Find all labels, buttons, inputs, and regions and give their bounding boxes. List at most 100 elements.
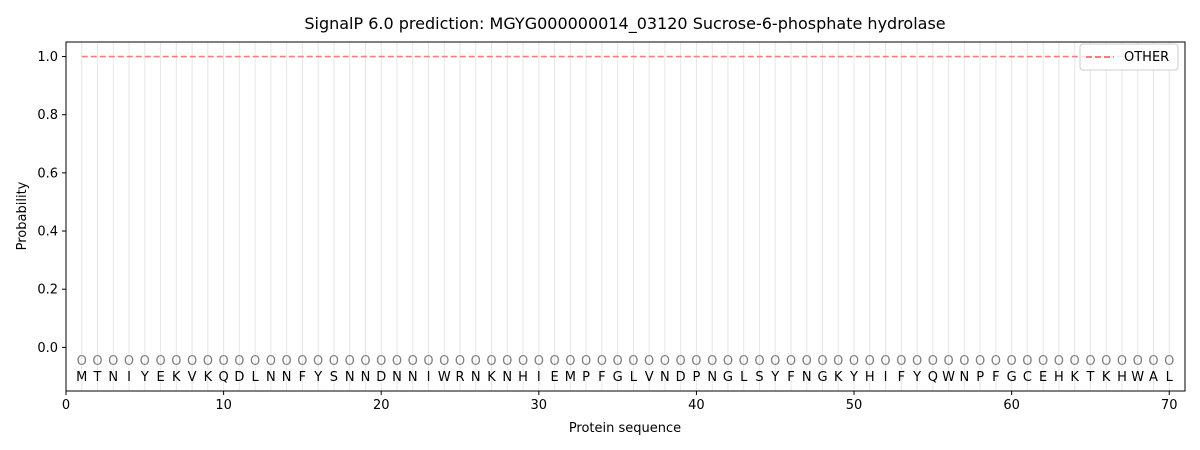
marker-letter: O [943,354,953,369]
residue-label: K [172,370,181,385]
marker-letter: O [628,354,638,369]
marker-letter: O [754,354,764,369]
marker-letter: O [455,354,465,369]
marker-letter: O [1164,354,1174,369]
residue-label: H [865,370,875,385]
residue-label: L [630,370,638,385]
marker-letter: O [408,354,418,369]
marker-letter: O [880,354,890,369]
x-axis: 0 10 20 30 40 50 60 70 [62,391,1178,413]
residue-label: Y [770,370,779,385]
x-tick-label: 70 [1161,398,1178,413]
marker-letter: O [234,354,244,369]
chart-title: SignalP 6.0 prediction: MGYG000000014_03… [304,14,945,34]
residue-label: S [755,370,763,385]
residue-label: K [204,370,213,385]
residue-label: G [613,370,623,385]
marker-letter: O [739,354,749,369]
x-tick-label: 0 [62,398,70,413]
y-tick-label: 1.0 [37,50,58,65]
marker-letter: O [1133,354,1143,369]
marker-letter: O [660,354,670,369]
legend: OTHER [1079,43,1179,71]
residue-label: N [959,370,969,385]
residue-label: F [598,370,605,385]
marker-letter: O [549,354,559,369]
marker-letter: O [250,354,260,369]
residue-label: L [252,370,260,385]
residue-label: T [93,370,102,385]
marker-letter: O [1148,354,1158,369]
residue-label: N [707,370,717,385]
residue-label: W [1131,370,1144,385]
residue-label: K [1102,370,1111,385]
residue-label: A [1149,370,1158,385]
marker-letter: O [613,354,623,369]
marker-letter: O [124,354,134,369]
residue-label: P [693,370,701,385]
residue-label: Y [912,370,921,385]
residue-label: F [992,370,999,385]
marker-letter: O [108,354,118,369]
residue-label: H [1054,370,1064,385]
residue-label: V [188,370,197,385]
marker-letter: O [644,354,654,369]
marker-letter: O [155,354,165,369]
y-tick-label: 0.6 [37,166,58,181]
residue-label: Y [140,370,149,385]
x-tick-label: 20 [373,398,390,413]
marker-letter: O [991,354,1001,369]
marker-letter: O [1038,354,1048,369]
plot-frame [65,41,1186,392]
y-tick-label: 0.0 [37,341,58,356]
residue-label: K [487,370,496,385]
y-tick-label: 0.2 [37,283,58,298]
residue-label: E [550,370,558,385]
marker-letter: O [439,354,449,369]
marker-letter: O [1117,354,1127,369]
marker-letter: O [313,354,323,369]
marker-letter: O [471,354,481,369]
residue-label: W [438,370,451,385]
residue-label: N [802,370,812,385]
marker-letter: O [329,354,339,369]
x-axis-label: Protein sequence [569,421,681,436]
marker-letter: O [77,354,87,369]
marker-letter: O [1070,354,1080,369]
residue-label: M [565,370,576,385]
marker-letter: O [676,354,686,369]
residue-label: K [1070,370,1079,385]
residue-label: D [234,370,244,385]
residue-label: V [645,370,654,385]
marker-letter: O [565,354,575,369]
residue-label: H [518,370,528,385]
marker-letter: O [502,354,512,369]
residue-label: D [676,370,686,385]
residue-label: E [156,370,164,385]
residue-label: S [330,370,338,385]
marker-letter: O [959,354,969,369]
legend-box [1079,43,1179,71]
marker-letter: O [817,354,827,369]
residue-label: G [1007,370,1017,385]
residue-label: I [127,370,131,385]
residue-label: F [787,370,794,385]
marker-letter: O [707,354,717,369]
marker-letter: O [297,354,307,369]
marker-letter: O [266,354,276,369]
residue-label: L [1166,370,1174,385]
marker-letter: O [376,354,386,369]
legend-label-other: OTHER [1124,50,1169,65]
marker-letter: O [140,354,150,369]
residue-label: L [740,370,748,385]
x-tick-label: 60 [1003,398,1020,413]
marker-letter: O [203,354,213,369]
y-tick-label: 0.8 [37,108,58,123]
residue-label: K [834,370,843,385]
marker-letter: O [1054,354,1064,369]
marker-letter: O [849,354,859,369]
marker-letter: O [534,354,544,369]
residue-label: P [976,370,984,385]
